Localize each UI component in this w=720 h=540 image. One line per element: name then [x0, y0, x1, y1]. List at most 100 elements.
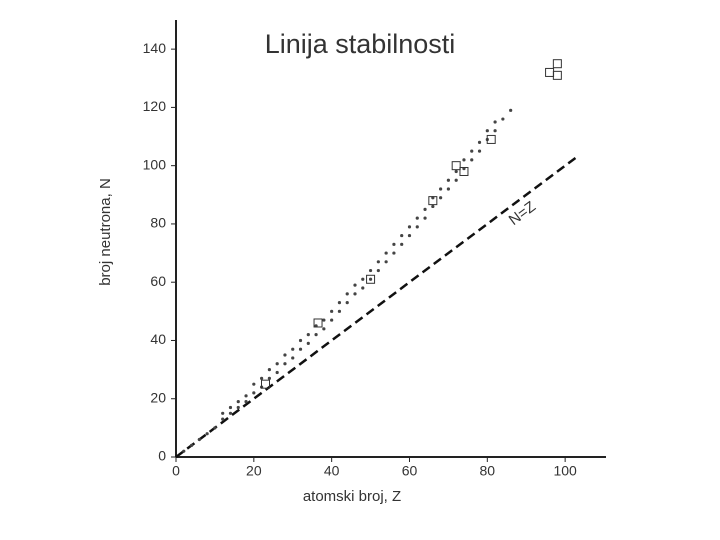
point — [267, 368, 271, 372]
point — [400, 233, 404, 238]
y-tick-label: 120 — [143, 98, 167, 114]
point — [477, 149, 482, 153]
point — [197, 437, 201, 442]
x-tick-label: 100 — [553, 463, 577, 479]
point — [485, 129, 489, 133]
boxed-point — [552, 59, 562, 69]
point — [454, 178, 458, 182]
point — [493, 129, 497, 133]
point — [322, 327, 326, 331]
point — [392, 242, 396, 246]
x-tick-label: 0 — [172, 463, 180, 479]
boxed-point — [459, 166, 469, 176]
point — [376, 268, 380, 273]
reference-line — [175, 155, 578, 459]
point — [415, 216, 419, 220]
point — [407, 225, 412, 229]
point — [236, 400, 240, 404]
x-tick-label: 40 — [324, 463, 340, 479]
point — [330, 309, 334, 313]
point — [330, 318, 334, 322]
point — [182, 449, 186, 453]
x-tick-label: 20 — [246, 463, 262, 479]
point — [291, 347, 295, 351]
point — [384, 260, 388, 264]
point — [306, 333, 310, 337]
point — [236, 405, 240, 410]
boxed-point — [313, 318, 323, 328]
point — [470, 149, 474, 153]
point — [501, 117, 505, 121]
y-tick-label: 60 — [150, 273, 166, 289]
point — [361, 286, 365, 290]
y-axis-label: broj neutrona, N — [97, 178, 114, 286]
point — [439, 187, 443, 191]
chart-title: Linija stabilnosti — [265, 29, 456, 59]
boxed-point — [552, 70, 562, 80]
point — [337, 309, 342, 313]
point — [368, 268, 373, 273]
point — [283, 353, 287, 357]
point — [267, 376, 271, 380]
point — [423, 207, 427, 211]
point — [353, 292, 357, 296]
point — [345, 292, 349, 296]
y-tick-label: 140 — [143, 40, 167, 56]
point — [291, 356, 295, 360]
boxed-point — [428, 196, 438, 206]
point — [252, 391, 256, 395]
point — [345, 300, 349, 305]
reference-label: N=Z — [506, 198, 539, 229]
point — [314, 333, 318, 337]
x-axis-label: atomski broj, Z — [303, 488, 401, 505]
point — [221, 417, 225, 421]
point — [454, 169, 458, 174]
point — [252, 382, 256, 386]
boxed-point — [261, 379, 271, 389]
point — [470, 158, 474, 162]
point — [298, 347, 303, 351]
point — [228, 405, 233, 410]
point — [337, 300, 342, 305]
point — [260, 376, 264, 380]
y-tick-label: 0 — [158, 448, 166, 464]
y-tick-label: 100 — [143, 156, 167, 172]
boxed-point — [545, 67, 555, 77]
point — [189, 443, 194, 447]
point — [244, 394, 248, 398]
point — [298, 338, 303, 343]
point — [462, 158, 466, 162]
point — [509, 108, 513, 112]
point — [244, 400, 248, 404]
point — [415, 225, 419, 229]
point — [431, 204, 435, 209]
point — [361, 277, 365, 281]
point — [306, 341, 310, 345]
y-tick-label: 20 — [150, 389, 166, 405]
y-tick-label: 40 — [150, 331, 166, 347]
point — [446, 178, 450, 182]
point — [275, 362, 279, 366]
point — [400, 242, 404, 246]
x-tick-label: 60 — [402, 463, 418, 479]
point — [275, 370, 279, 375]
point — [392, 251, 396, 255]
point — [477, 140, 482, 144]
boxed-point — [486, 134, 496, 144]
point — [283, 362, 287, 366]
point — [353, 283, 357, 287]
point — [423, 216, 427, 220]
point — [493, 120, 497, 124]
boxed-point — [451, 161, 461, 171]
point — [228, 411, 233, 415]
point — [205, 432, 209, 436]
boxed-point — [366, 274, 376, 284]
point — [213, 426, 217, 430]
point — [446, 187, 450, 191]
y-tick-label: 80 — [150, 215, 166, 231]
point — [368, 277, 373, 281]
x-tick-label: 80 — [480, 463, 496, 479]
point — [407, 233, 412, 238]
